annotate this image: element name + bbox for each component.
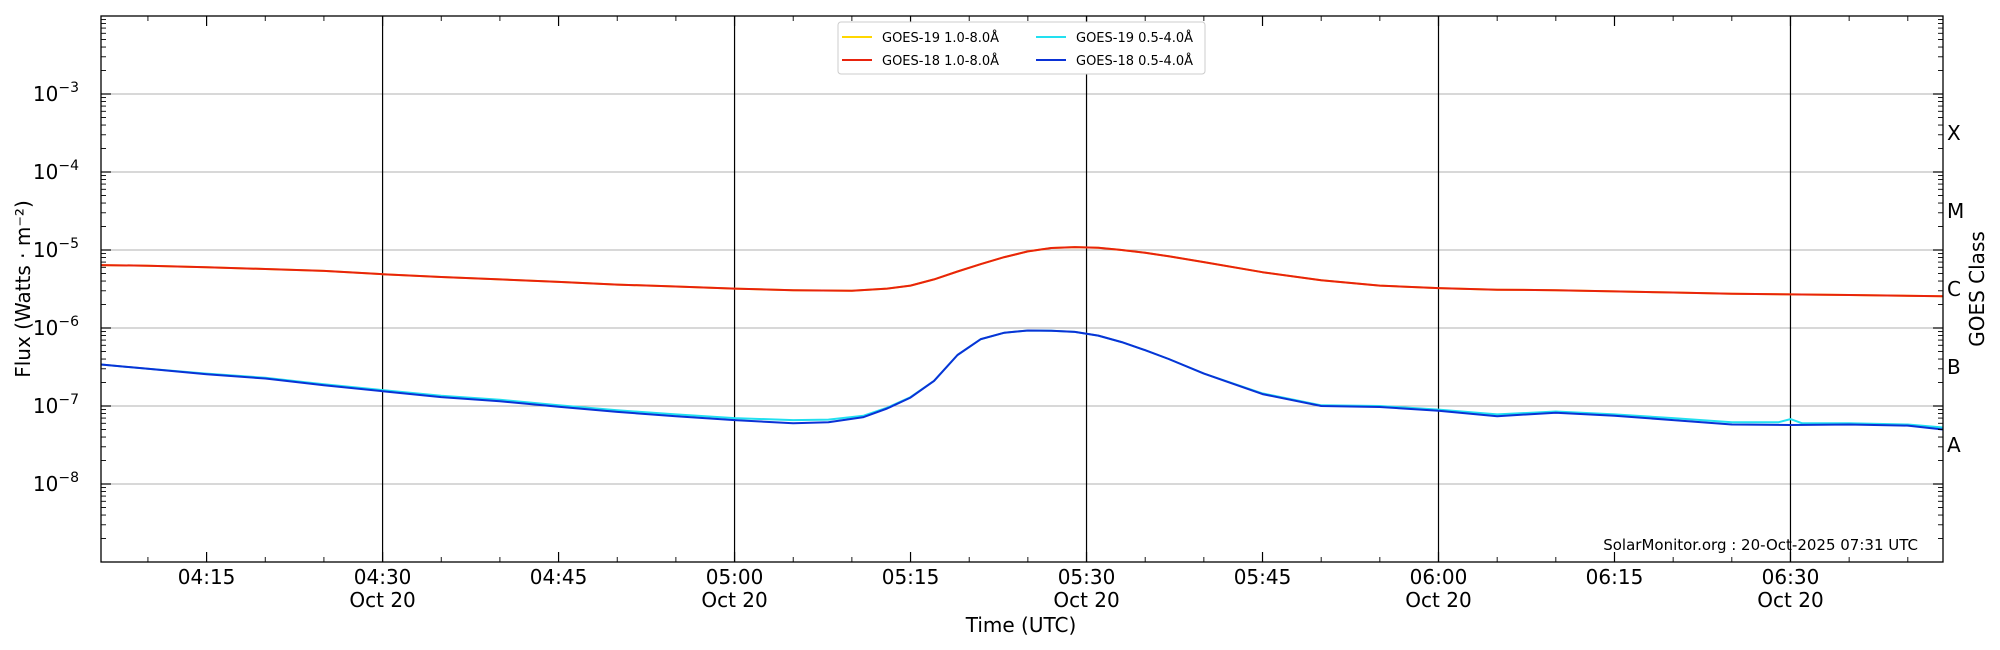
series-line-3 [100, 329, 1944, 429]
goes-class-label: M [1947, 199, 1964, 223]
goes-class-label: A [1947, 433, 1961, 457]
x-tick-label-time: 04:30 [354, 565, 412, 589]
y-tick-exponent: −4 [58, 158, 79, 174]
y-tick-exponent: −8 [58, 470, 79, 486]
goes-class-label: B [1947, 355, 1961, 379]
x-tick-label-time: 04:45 [530, 565, 588, 589]
x-tick-label-time: 05:15 [882, 565, 940, 589]
y-tick-base: 10 [33, 82, 58, 106]
vertical-time-lines [381, 16, 1792, 562]
y-tick-label: 10−3 [33, 80, 79, 106]
y-tick-label: 10−7 [33, 392, 79, 418]
y-tick-exponent: −6 [58, 314, 79, 330]
y-tick-label: 10−4 [33, 158, 79, 184]
right-axis-title: GOES Class [1965, 231, 1989, 347]
y-tick-exponent: −3 [58, 80, 79, 96]
legend-box [837, 21, 1206, 75]
x-tick-label-time: 06:15 [1586, 565, 1644, 589]
y-tick-base: 10 [33, 160, 58, 184]
x-tick-label-time: 05:45 [1234, 565, 1292, 589]
tick-layer [101, 16, 1943, 562]
series-line-1 [100, 246, 1944, 298]
y-tick-exponent: −5 [58, 236, 79, 252]
x-tick-label-date: Oct 20 [1405, 588, 1471, 612]
goes-class-label: X [1947, 121, 1961, 145]
x-tick-label-time: 05:00 [706, 565, 764, 589]
legend-label: GOES-18 0.5-4.0Å [1076, 53, 1193, 69]
legend-label: GOES-19 0.5-4.0Å [1076, 30, 1193, 46]
x-tick-label-date: Oct 20 [1053, 588, 1119, 612]
x-tick-label-time: 04:15 [178, 565, 236, 589]
grid-layer [101, 15, 1943, 563]
y-tick-base: 10 [33, 394, 58, 418]
y-axis-title: Flux (Watts · m⁻²) [11, 200, 35, 378]
series-line-4 [100, 329, 1944, 431]
series-line-2 [100, 246, 1944, 298]
x-tick-label-time: 05:30 [1058, 565, 1116, 589]
y-tick-base: 10 [33, 472, 58, 496]
goes-class-labels: A B C M X [1947, 121, 1964, 457]
x-tick-label-date: Oct 20 [349, 588, 415, 612]
x-tick-label-date: Oct 20 [701, 588, 767, 612]
y-tick-label: 10−6 [33, 314, 79, 340]
legend: GOES-19 1.0-8.0Å GOES-18 1.0-8.0Å GOES-19 … [837, 21, 1206, 75]
plot-frame [100, 15, 1944, 563]
y-tick-base: 10 [33, 238, 58, 262]
y-tick-base: 10 [33, 316, 58, 340]
legend-label: GOES-19 1.0-8.0Å [882, 30, 999, 46]
series-layer [100, 246, 1944, 431]
goes-class-label: C [1947, 277, 1961, 301]
x-axis-title: Time (UTC) [965, 613, 1077, 637]
x-tick-label-date: Oct 20 [1757, 588, 1823, 612]
y-tick-labels: 10−810−710−610−510−410−3 [33, 80, 79, 496]
x-tick-label-time: 06:30 [1762, 565, 1820, 589]
y-tick-label: 10−8 [33, 470, 79, 496]
y-tick-exponent: −7 [58, 392, 79, 408]
watermark-annotation: SolarMonitor.org : 20-Oct-2025 07:31 UTC [1603, 536, 1918, 554]
legend-label: GOES-18 1.0-8.0Å [882, 53, 999, 69]
x-tick-label-time: 06:00 [1410, 565, 1468, 589]
y-tick-label: 10−5 [33, 236, 79, 262]
